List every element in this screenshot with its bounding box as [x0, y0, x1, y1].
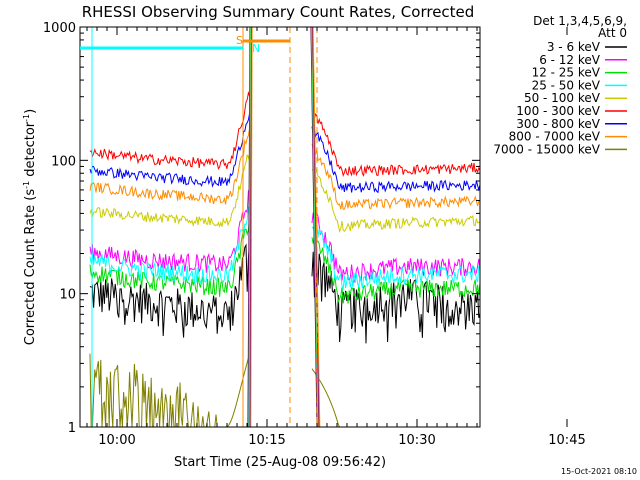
series-line — [311, 126, 480, 194]
series-line — [311, 251, 480, 344]
series-line — [311, 143, 480, 210]
legend-label: 6 - 12 keV — [539, 53, 601, 67]
plot-area — [89, 27, 480, 427]
gap-edge-line — [250, 27, 253, 427]
series-line — [311, 165, 480, 234]
series-line — [89, 353, 251, 427]
series-line — [89, 90, 251, 170]
legend-label: 50 - 100 keV — [524, 91, 601, 105]
saa-label: S — [236, 34, 243, 47]
series-9 — [89, 353, 480, 427]
series-8 — [89, 127, 480, 210]
series-line — [311, 107, 480, 178]
legend-header-line1: Det 1,3,4,5,6,9, — [533, 14, 627, 28]
night-label: N — [252, 42, 260, 55]
timestamp: 15-Oct-2021 08:10 — [561, 467, 637, 476]
series-line — [89, 189, 251, 273]
series-line — [89, 127, 251, 205]
series-line — [89, 206, 251, 285]
series-line — [311, 212, 480, 284]
axis-ticks: 10:0010:1510:3010:4511:0011:1511:3011010… — [43, 21, 586, 448]
legend-label: 100 - 300 keV — [516, 104, 600, 118]
series-line — [311, 368, 480, 427]
gap-edge-line — [312, 27, 321, 427]
legend-label: 25 - 50 keV — [532, 78, 601, 92]
series-2 — [89, 189, 480, 284]
series-7 — [89, 113, 480, 194]
y-tick-label: 1000 — [43, 21, 76, 36]
series-line — [89, 153, 251, 228]
legend-label: 800 - 7000 keV — [509, 130, 601, 144]
y-axis-label: Corrected Count Rate (s-1 detector-1) — [22, 109, 38, 345]
legend-label: 7000 - 15000 keV — [493, 142, 600, 156]
y-tick-label: 1 — [68, 421, 76, 436]
y-tick-label: 100 — [51, 154, 76, 169]
x-tick-label: 10:30 — [398, 433, 435, 448]
series-line — [89, 243, 251, 338]
series-1 — [89, 243, 480, 344]
legend-header-line2: Att 0 — [598, 26, 627, 40]
y-tick-label: 10 — [59, 288, 76, 303]
legend-label: 300 - 800 keV — [516, 117, 600, 131]
series-line — [311, 222, 480, 290]
series-line — [89, 113, 251, 188]
x-tick-label: 10:45 — [548, 433, 585, 448]
series-6 — [89, 90, 480, 178]
x-axis-label: Start Time (25-Aug-08 09:56:42) — [174, 455, 386, 470]
series-line — [311, 233, 480, 304]
series-4 — [89, 206, 480, 290]
x-tick-label: 10:00 — [98, 433, 135, 448]
legend-label: 3 - 6 keV — [547, 40, 601, 54]
x-tick-label: 10:15 — [248, 433, 285, 448]
legend-label: 12 - 25 keV — [532, 66, 601, 80]
plot-frame — [79, 26, 481, 428]
chart-title: RHESSI Observing Summary Count Rates, Co… — [82, 3, 475, 21]
series-5 — [89, 153, 480, 234]
